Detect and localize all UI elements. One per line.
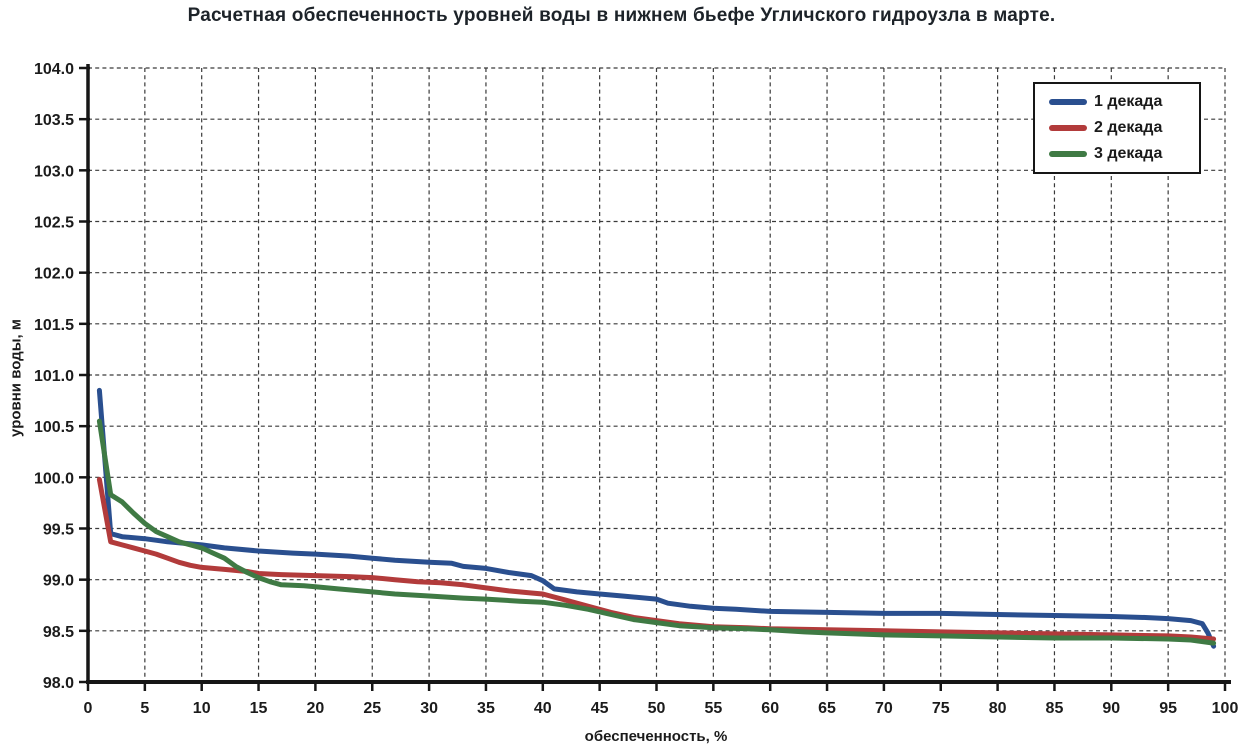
x-tick-label: 25 <box>363 700 381 717</box>
y-tick-label: 99.0 <box>43 573 74 590</box>
series-line-3 <box>96 418 1217 646</box>
series-line-2 <box>96 476 1217 642</box>
x-tick-label: 65 <box>818 700 836 717</box>
legend-line-swatch-2 <box>1049 124 1087 131</box>
y-tick-label: 101.0 <box>34 368 74 385</box>
x-tick-label: 15 <box>250 700 268 717</box>
x-tick-label: 90 <box>1102 700 1120 717</box>
x-tick-label: 40 <box>534 700 552 717</box>
legend: 1 декада 2 декада 3 декада <box>1033 82 1201 174</box>
x-tick-label: 100 <box>1212 700 1239 717</box>
x-tick-label: 35 <box>477 700 495 717</box>
x-axis-title: обеспеченность, % <box>584 728 728 745</box>
y-tick-label: 100.5 <box>34 419 74 436</box>
x-tick-label: 30 <box>420 700 438 717</box>
legend-item-3-dekada: 3 декада <box>1049 143 1189 164</box>
legend-label-2: 2 декада <box>1094 118 1163 136</box>
y-axis-title: уровни воды, м <box>7 319 25 437</box>
x-tick-label: 50 <box>648 700 666 717</box>
x-tick-label: 60 <box>761 700 779 717</box>
y-tick-label: 100.0 <box>34 470 74 487</box>
chart-title: Расчетная обеспеченность уровней воды в … <box>187 5 1056 26</box>
y-tick-label: 99.5 <box>43 522 74 539</box>
x-tick-label: 10 <box>193 700 211 717</box>
legend-line-swatch-1 <box>1049 98 1087 105</box>
x-tick-label: 85 <box>1046 700 1064 717</box>
y-tick-label: 98.5 <box>43 624 74 641</box>
y-tick-label: 103.0 <box>34 163 74 180</box>
legend-item-2-dekada: 2 декада <box>1049 117 1189 138</box>
x-tick-label: 0 <box>84 700 93 717</box>
x-tick-label: 80 <box>989 700 1007 717</box>
x-tick-label: 45 <box>591 700 609 717</box>
y-tick-label: 102.0 <box>34 266 74 283</box>
y-tick-label: 98.0 <box>43 675 74 692</box>
x-tick-label: 95 <box>1159 700 1177 717</box>
legend-label-1: 1 декада <box>1094 92 1163 110</box>
x-tick-label: 55 <box>704 700 722 717</box>
x-tick-label: 20 <box>307 700 325 717</box>
x-tick-label: 75 <box>932 700 950 717</box>
legend-label-3: 3 декада <box>1094 144 1163 162</box>
x-tick-label: 5 <box>140 700 149 717</box>
y-tick-label: 102.5 <box>34 215 74 232</box>
legend-line-swatch-3 <box>1049 150 1087 157</box>
y-tick-label: 104.0 <box>34 61 74 78</box>
x-tick-label: 70 <box>875 700 893 717</box>
legend-item-1-dekada: 1 декада <box>1049 91 1189 112</box>
y-tick-label: 103.5 <box>34 112 74 129</box>
y-tick-label: 101.5 <box>34 317 74 334</box>
series-line-1 <box>96 387 1217 649</box>
